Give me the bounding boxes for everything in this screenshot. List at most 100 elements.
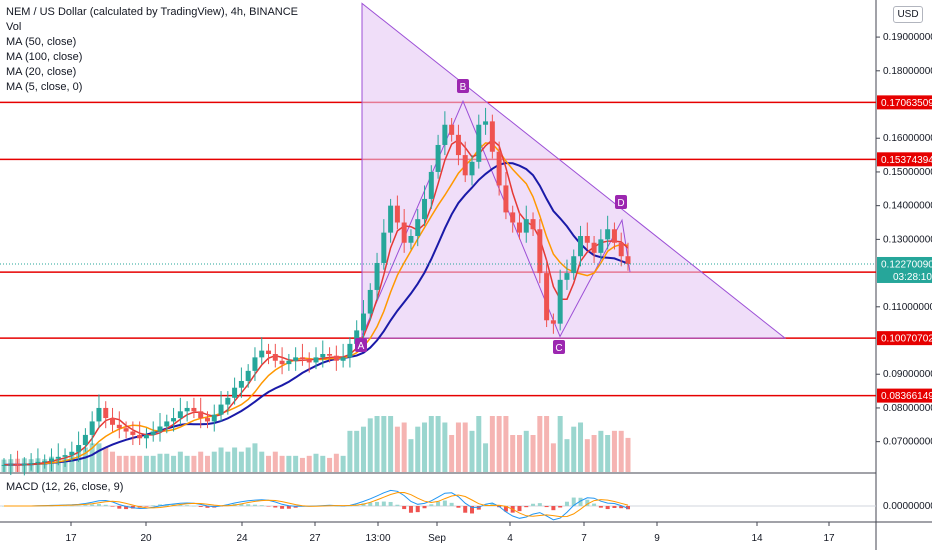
macd-histogram-bar <box>442 500 447 506</box>
candle-body <box>605 229 611 240</box>
legend-item-ma20[interactable]: MA (20, close) <box>6 66 77 78</box>
volume-bar <box>191 455 197 472</box>
candle-body <box>483 121 489 125</box>
volume-bar <box>184 455 190 472</box>
x-axis-tick-label: 14 <box>751 533 763 544</box>
volume-bar <box>564 439 570 472</box>
candle-body <box>293 357 299 361</box>
volume-bar <box>245 447 251 472</box>
macd-histogram-bar <box>558 506 563 508</box>
x-axis-tick-label: 17 <box>823 533 835 544</box>
macd-histogram-bar <box>347 505 352 507</box>
candle-body <box>1 464 7 466</box>
volume-bar <box>320 455 326 472</box>
pattern-point-badge[interactable] <box>457 79 469 93</box>
candle-body <box>191 407 197 412</box>
candle-body <box>469 161 475 176</box>
volume-bar <box>381 416 387 472</box>
macd-histogram-bar <box>185 505 190 506</box>
volume-bar <box>171 455 177 472</box>
candle-body <box>557 279 563 324</box>
candle-body <box>150 431 156 435</box>
legend-item-ma5[interactable]: MA (5, close, 0) <box>6 81 83 93</box>
volume-bar <box>347 430 353 472</box>
macd-histogram-bar <box>490 503 495 506</box>
volume-bar <box>89 443 95 472</box>
price-level-tag[interactable] <box>877 331 932 346</box>
macd-axis-tick-label: 0.00000000 <box>883 501 932 512</box>
candle-body <box>374 262 380 290</box>
y-axis-tick-label: 0.09000000 <box>883 369 932 380</box>
macd-histogram-bar <box>191 505 196 507</box>
candle-body <box>428 171 434 199</box>
macd-histogram-bar <box>388 501 393 506</box>
price-level-tag[interactable] <box>877 95 932 110</box>
candle-body <box>21 463 27 466</box>
legend-item-vol[interactable]: Vol <box>6 21 22 33</box>
x-axis-tick-label: 4 <box>507 533 513 544</box>
abcd-pattern-line[interactable] <box>359 99 631 342</box>
volume-bar <box>286 455 292 472</box>
macd-histogram-bar <box>76 505 81 507</box>
volume-bar <box>293 455 299 472</box>
price-level-tag[interactable] <box>877 152 932 167</box>
candle-body <box>503 185 509 213</box>
volume-bar <box>611 430 617 472</box>
candle-body <box>313 357 319 363</box>
candle-body <box>340 357 346 361</box>
macd-histogram-bar <box>96 503 101 506</box>
candle-body <box>266 350 272 354</box>
legend-item-ma50[interactable]: MA (50, close) <box>6 36 77 48</box>
candle-body <box>8 464 14 466</box>
volume-bar <box>489 416 495 472</box>
candle-body <box>89 421 95 435</box>
price-level-tag[interactable] <box>877 388 932 403</box>
macd-histogram-bar <box>69 505 74 507</box>
macd-histogram-bar <box>286 506 291 509</box>
volume-bar <box>625 437 631 472</box>
candle-body <box>177 411 183 419</box>
volume-bar <box>598 430 604 472</box>
candle-body <box>320 354 326 358</box>
volume-bar <box>259 451 265 472</box>
candle-body <box>76 445 82 452</box>
candle-body <box>347 343 353 358</box>
volume-bar <box>225 451 231 472</box>
candle-body <box>137 434 143 439</box>
legend-item-ma100[interactable]: MA (100, close) <box>6 51 83 63</box>
candle-body <box>62 455 68 457</box>
pattern-point-badge[interactable] <box>615 195 627 209</box>
candle-body <box>204 418 210 422</box>
candle-body <box>184 407 190 412</box>
macd-histogram-bar <box>524 506 529 508</box>
volume-bar <box>340 455 346 472</box>
macd-histogram-bar <box>585 499 590 506</box>
volume-bar <box>550 443 556 472</box>
currency-badge[interactable]: USD <box>893 6 923 23</box>
candle-body <box>272 354 278 361</box>
macd-histogram-bar <box>178 504 183 506</box>
x-axis-tick-label: 27 <box>309 533 321 544</box>
candle-body <box>598 239 604 253</box>
macd-histogram-bar <box>592 503 597 506</box>
volume-bar <box>157 453 163 472</box>
candle-body <box>388 205 394 233</box>
macd-histogram-bar <box>598 506 603 508</box>
macd-histogram-bar <box>266 506 271 507</box>
macd-histogram-bar <box>415 506 420 513</box>
volume-bar <box>571 426 577 472</box>
current-price-tag[interactable] <box>877 256 932 283</box>
pattern-point-badge[interactable] <box>553 340 565 354</box>
candle-body <box>218 404 224 415</box>
volume-bar <box>394 426 400 472</box>
candle-body <box>116 424 122 429</box>
x-axis-tick-label: 7 <box>581 533 587 544</box>
candle-body <box>455 134 461 156</box>
pattern-point-badge[interactable] <box>355 338 367 352</box>
macd-legend[interactable]: MACD (12, 26, close, 9) <box>6 481 124 493</box>
candle-body <box>35 461 41 464</box>
macd-histogram-bar <box>551 506 556 511</box>
candle-body <box>327 354 333 356</box>
y-axis-tick-label: 0.16000000 <box>883 133 932 144</box>
